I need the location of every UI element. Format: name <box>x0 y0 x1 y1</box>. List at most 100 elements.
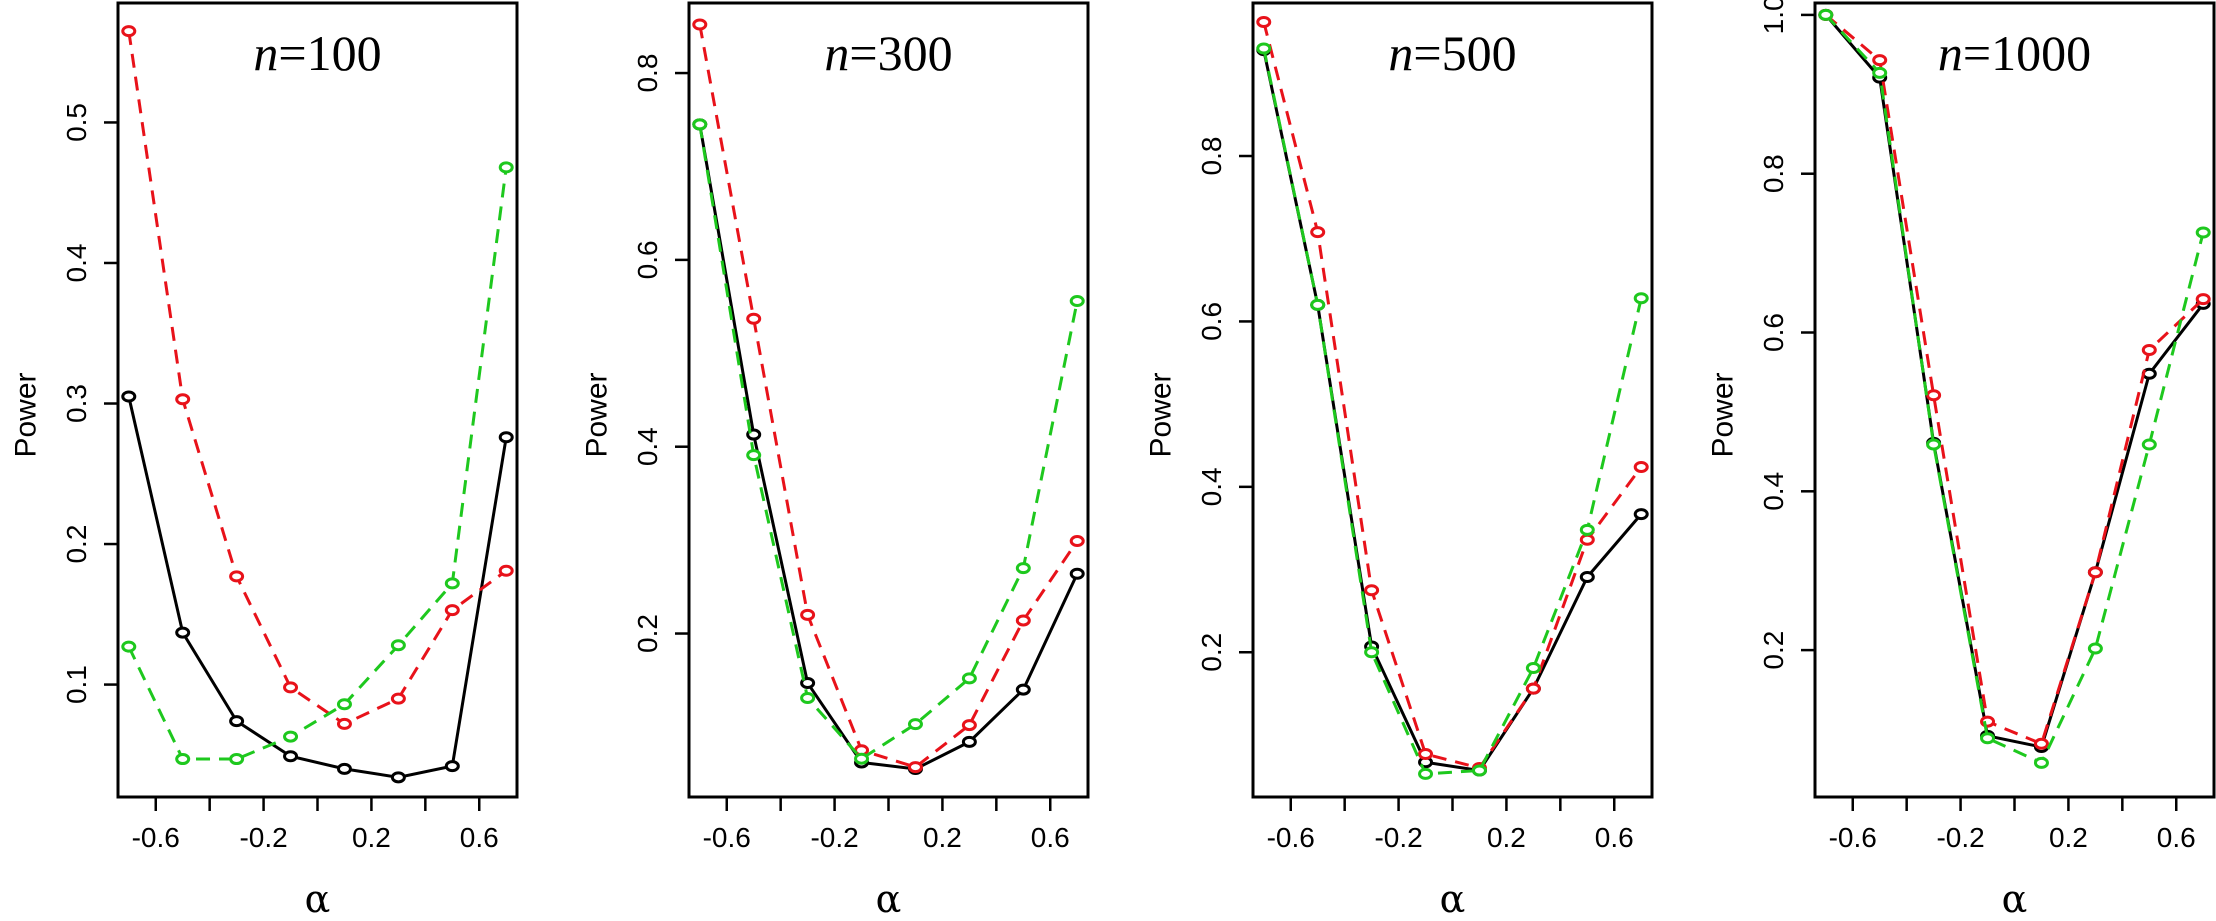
y-tick-label: 0.6 <box>1758 313 1789 352</box>
data-point <box>2141 343 2157 356</box>
data-point <box>283 681 299 694</box>
panel-1: -0.6 -0.2 0.2 0.6 0.1 0.2 0.3 0.4 0.5 Power α n=100 <box>10 1 519 921</box>
data-point <box>1069 535 1085 548</box>
data-point <box>1633 460 1649 473</box>
data-point <box>498 431 514 444</box>
data-point <box>1579 523 1595 536</box>
data-point <box>961 672 977 685</box>
series-line <box>698 24 1079 769</box>
data-point <box>2033 756 2049 769</box>
data-point <box>907 761 923 774</box>
y-tick-label: 0.1 <box>61 665 92 704</box>
x-axis-label: α <box>876 877 902 921</box>
data-point <box>1364 584 1380 597</box>
series-green-dashed <box>1256 42 1649 780</box>
x-tick-label: -0.6 <box>1829 822 1877 853</box>
data-point <box>800 691 816 704</box>
plot-frame <box>1813 1 2216 799</box>
x-tick-label: 0.6 <box>1595 822 1634 853</box>
y-axis-label: Power <box>1145 372 1178 457</box>
data-point <box>121 640 137 653</box>
data-point <box>1872 66 1888 79</box>
data-point <box>1418 747 1434 760</box>
data-point <box>229 715 245 728</box>
series-line <box>1824 13 2205 746</box>
y-axis-label: Power <box>581 372 614 457</box>
data-point <box>498 564 514 577</box>
y-tick-label: 1.0 <box>1758 0 1789 34</box>
data-point <box>121 25 137 38</box>
data-point <box>1069 567 1085 580</box>
y-tick-label: 0.2 <box>632 614 663 653</box>
data-point <box>1525 682 1541 695</box>
data-point <box>336 717 352 730</box>
data-point <box>692 18 708 31</box>
data-point <box>390 771 406 784</box>
series-green-dashed <box>1818 8 2211 769</box>
data-point <box>1256 42 1272 55</box>
data-point <box>854 752 870 765</box>
y-tick-label: 0.2 <box>1758 631 1789 670</box>
data-point <box>498 161 514 174</box>
series-green-dashed <box>121 161 514 766</box>
y-tick-label: 0.4 <box>1758 472 1789 511</box>
data-point <box>229 570 245 583</box>
x-tick-label: 0.6 <box>460 822 499 853</box>
series-line <box>127 30 508 726</box>
data-point <box>175 393 191 406</box>
panel-title: n=1000 <box>1938 25 2091 81</box>
data-point <box>390 692 406 705</box>
data-point <box>1633 292 1649 305</box>
x-tick-label: 0.2 <box>923 822 962 853</box>
data-point <box>444 577 460 590</box>
data-point <box>2141 438 2157 451</box>
data-point <box>175 753 191 766</box>
x-tick-label: -0.6 <box>1267 822 1315 853</box>
data-point <box>1418 767 1434 780</box>
y-tick-label: 0.3 <box>61 384 92 423</box>
data-point <box>1980 732 1996 745</box>
x-tick-label: -0.2 <box>239 822 287 853</box>
data-point <box>2195 293 2211 306</box>
data-point <box>746 449 762 462</box>
panel-title: n=300 <box>824 25 952 81</box>
data-point <box>1633 508 1649 521</box>
data-point <box>1926 389 1942 402</box>
data-point <box>800 608 816 621</box>
series-line <box>698 124 1079 771</box>
data-point <box>1015 614 1031 627</box>
data-point <box>1364 646 1380 659</box>
x-axis-label: α <box>305 877 331 921</box>
y-tick-label: 0.6 <box>632 240 663 279</box>
data-point <box>1069 294 1085 307</box>
data-point <box>2087 566 2103 579</box>
y-axis-label: Power <box>10 372 43 457</box>
panel-2: -0.6 -0.2 0.2 0.6 0.2 0.4 0.6 0.8 Power α n=300 <box>581 1 1090 921</box>
series-red-dashed <box>692 18 1085 774</box>
series-red-dashed <box>1256 16 1649 775</box>
data-point <box>692 118 708 131</box>
x-axis-label: α <box>2002 877 2028 921</box>
data-point <box>1525 661 1541 674</box>
data-point <box>283 750 299 763</box>
panel-title: n=100 <box>253 25 381 81</box>
series-line <box>1824 13 2205 749</box>
series-green-dashed <box>692 118 1085 765</box>
x-tick-label: -0.6 <box>132 822 180 853</box>
series-line <box>1262 48 1643 776</box>
series-line <box>127 167 508 761</box>
data-point <box>2195 226 2211 239</box>
panel-4: -0.6 -0.2 0.2 0.6 0.2 0.4 0.6 0.8 1.0 Power α n=100… <box>1707 0 2216 921</box>
data-point <box>1310 226 1326 239</box>
data-point <box>175 626 191 639</box>
y-tick-label: 0.6 <box>1196 302 1227 341</box>
plot-frame <box>1251 1 1654 799</box>
data-point <box>746 312 762 325</box>
data-point <box>229 753 245 766</box>
data-point <box>121 390 137 403</box>
data-point <box>2033 737 2049 750</box>
x-tick-label: 0.6 <box>1031 822 1070 853</box>
data-point <box>1926 438 1942 451</box>
data-point <box>1015 683 1031 696</box>
